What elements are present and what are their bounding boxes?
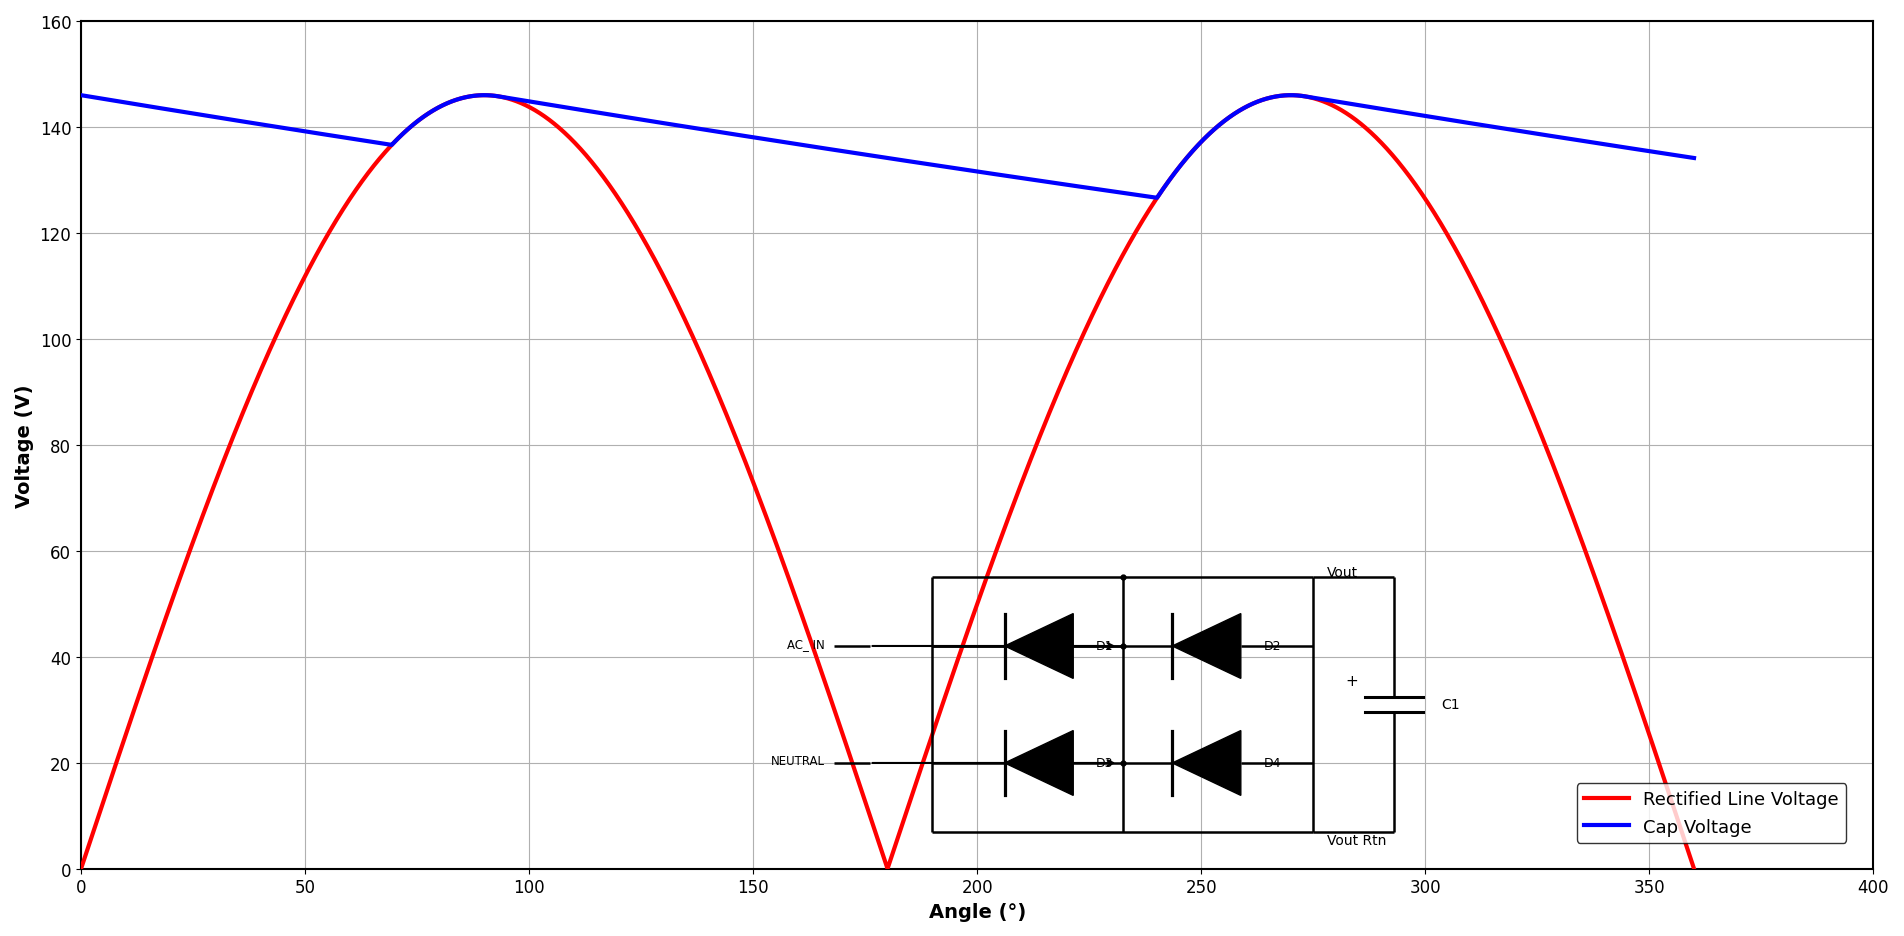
Text: D1: D1 bbox=[1097, 640, 1114, 652]
Text: AC_ IN: AC_ IN bbox=[786, 637, 824, 651]
Text: Vout: Vout bbox=[1327, 565, 1358, 579]
Y-axis label: Voltage (V): Voltage (V) bbox=[15, 384, 34, 507]
Polygon shape bbox=[1005, 614, 1074, 679]
Text: D3: D3 bbox=[1097, 756, 1114, 769]
Text: +: + bbox=[1344, 673, 1358, 688]
Text: Vout Rtn: Vout Rtn bbox=[1327, 833, 1386, 847]
Text: D4: D4 bbox=[1264, 756, 1281, 769]
Polygon shape bbox=[1173, 731, 1241, 796]
Polygon shape bbox=[1173, 614, 1241, 679]
Text: NEUTRAL: NEUTRAL bbox=[771, 754, 824, 767]
Legend: Rectified Line Voltage, Cap Voltage: Rectified Line Voltage, Cap Voltage bbox=[1577, 783, 1847, 842]
X-axis label: Angle (°): Angle (°) bbox=[929, 902, 1026, 921]
Polygon shape bbox=[1005, 731, 1074, 796]
Text: D2: D2 bbox=[1264, 640, 1281, 652]
Text: C1: C1 bbox=[1441, 697, 1460, 711]
